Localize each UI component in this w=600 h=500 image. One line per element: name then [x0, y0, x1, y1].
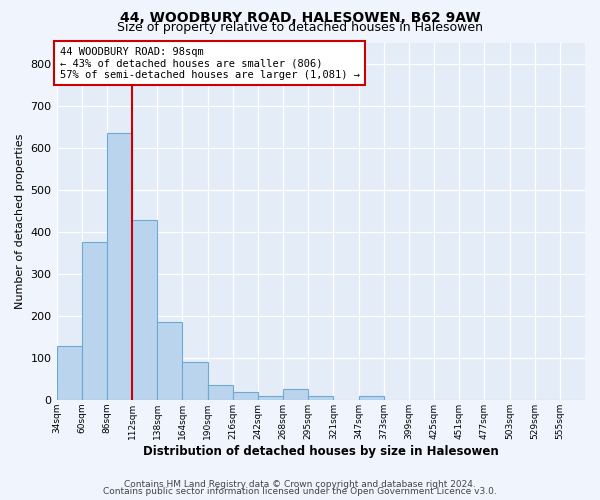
- Bar: [56, 346, 82, 400]
- Bar: [308, 396, 334, 400]
- Bar: [157, 322, 182, 400]
- Bar: [208, 385, 233, 400]
- Bar: [107, 133, 132, 400]
- Text: 44, WOODBURY ROAD, HALESOWEN, B62 9AW: 44, WOODBURY ROAD, HALESOWEN, B62 9AW: [119, 11, 481, 25]
- Text: Contains public sector information licensed under the Open Government Licence v3: Contains public sector information licen…: [103, 488, 497, 496]
- Bar: [359, 396, 383, 400]
- Bar: [182, 362, 208, 400]
- Text: Contains HM Land Registry data © Crown copyright and database right 2024.: Contains HM Land Registry data © Crown c…: [124, 480, 476, 489]
- Bar: [258, 396, 283, 400]
- Text: Size of property relative to detached houses in Halesowen: Size of property relative to detached ho…: [117, 22, 483, 35]
- Bar: [132, 220, 157, 400]
- Text: 44 WOODBURY ROAD: 98sqm
← 43% of detached houses are smaller (806)
57% of semi-d: 44 WOODBURY ROAD: 98sqm ← 43% of detache…: [59, 46, 359, 80]
- Bar: [283, 390, 308, 400]
- X-axis label: Distribution of detached houses by size in Halesowen: Distribution of detached houses by size …: [143, 444, 499, 458]
- Bar: [233, 392, 258, 400]
- Y-axis label: Number of detached properties: Number of detached properties: [15, 134, 25, 309]
- Bar: [82, 242, 107, 400]
